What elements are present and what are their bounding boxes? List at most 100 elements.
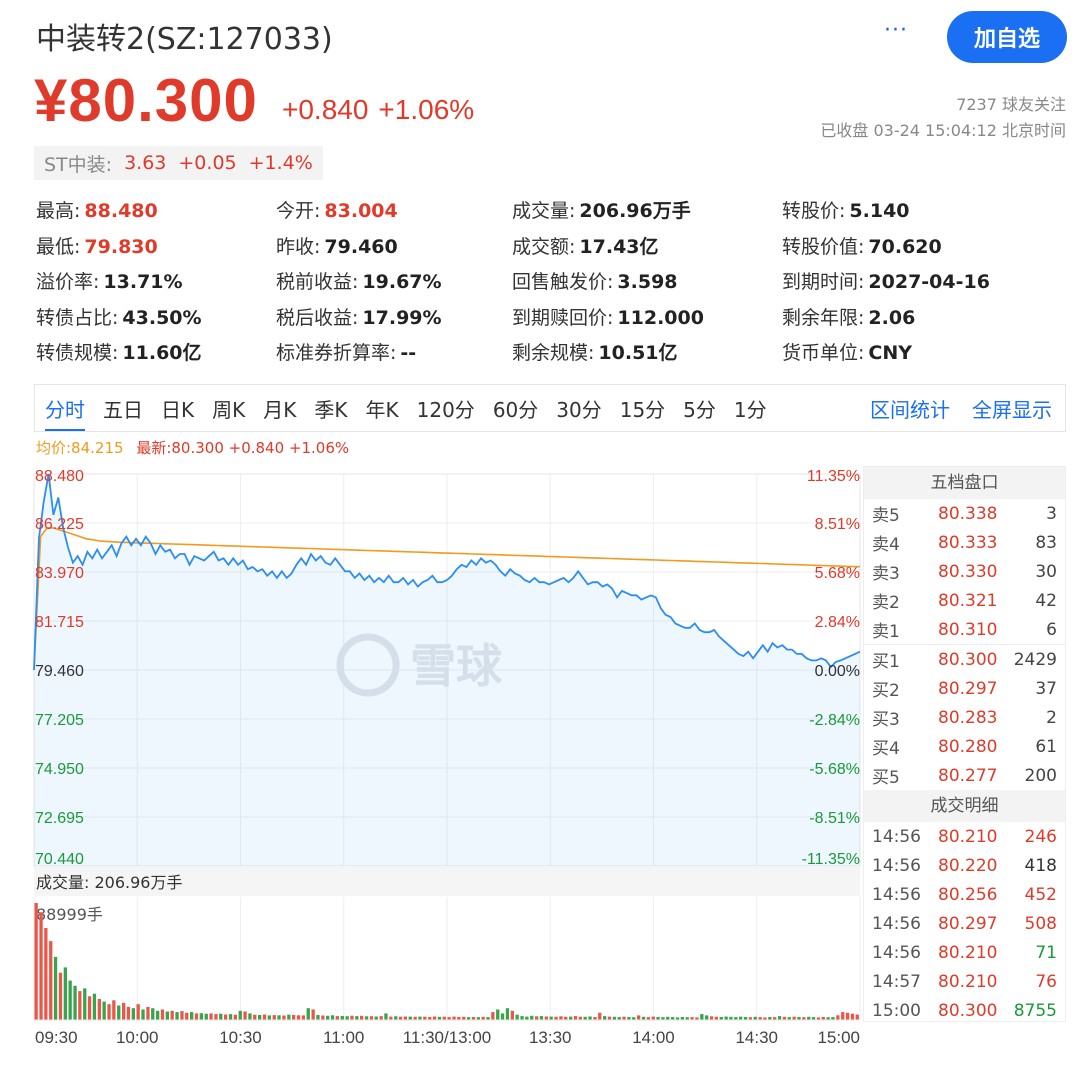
- volume-bar: [267, 1015, 271, 1020]
- deal-time: 14:57: [872, 971, 921, 992]
- volume-bar: [486, 1017, 490, 1020]
- volume-bar: [282, 1015, 286, 1020]
- volume-bar: [83, 988, 87, 1020]
- stat-item: 税前收益: 19.67%: [276, 267, 442, 294]
- volume-bar: [97, 999, 101, 1020]
- tab-4[interactable]: 月K: [263, 397, 297, 422]
- time-tick-label: 09:30: [35, 1028, 78, 1047]
- stat-item: 成交额: 17.43亿: [512, 232, 659, 259]
- volume-bar: [122, 1002, 126, 1020]
- tab-12[interactable]: 1分: [733, 397, 767, 422]
- order-book-row: 卖1 80.310 6: [864, 615, 1065, 644]
- more-options-icon[interactable]: ···: [884, 18, 908, 43]
- fullscreen-button[interactable]: 全屏显示: [972, 397, 1052, 422]
- deal-time: 14:56: [872, 884, 921, 905]
- tab-2[interactable]: 日K: [161, 397, 195, 422]
- volume-bar: [777, 1016, 782, 1020]
- tab-0[interactable]: 分时: [45, 385, 85, 431]
- tab-9[interactable]: 30分: [556, 397, 602, 422]
- deal-price: 80.210: [938, 942, 998, 963]
- range-stats-button[interactable]: 区间统计: [870, 397, 950, 422]
- chart-tabs: 分时 五日 日K 周K 月K 季K 年K 120分 60分 30分 15分 5分 1分 区间统计 全屏显…: [34, 384, 1066, 432]
- legend-avg: 均价:84.215: [36, 439, 124, 457]
- volume-bar: [559, 1016, 563, 1020]
- volume-bar: [326, 1015, 330, 1020]
- volume-bar: [117, 1005, 121, 1020]
- volume-bar: [753, 1016, 757, 1020]
- stat-item: 回售触发价: 3.598: [512, 267, 678, 294]
- tab-5[interactable]: 季K: [314, 397, 348, 422]
- stat-value: 79.830: [84, 236, 158, 258]
- stat-item: 剩余规模: 10.51亿: [512, 338, 678, 365]
- tab-6[interactable]: 年K: [365, 397, 399, 422]
- time-tick-label: 14:30: [735, 1028, 778, 1047]
- volume-bar: [423, 1016, 427, 1020]
- deals-title: 成交明细: [864, 790, 1065, 822]
- volume-bar: [729, 1016, 733, 1020]
- volume-bar: [233, 1014, 237, 1020]
- volume-bar: [301, 1015, 305, 1020]
- stat-value: 206.96万手: [579, 200, 691, 222]
- volume-bar: [335, 1016, 339, 1020]
- volume-bar: [432, 1016, 437, 1020]
- stat-item: 到期赎回价: 112.000: [512, 303, 704, 330]
- volume-bar: [151, 1008, 155, 1020]
- volume-bar: [345, 1016, 349, 1020]
- stat-item: 到期时间: 2027-04-16: [782, 267, 990, 294]
- volume-bar: [544, 1016, 548, 1020]
- order-book-row: 买5 80.277 200: [864, 761, 1065, 790]
- stat-item: 转股价: 5.140: [782, 196, 910, 223]
- stat-value: CNY: [868, 342, 913, 364]
- order-book-row: 买4 80.280 61: [864, 732, 1065, 761]
- volume-bar: [607, 1016, 612, 1020]
- volume-bar: [690, 1017, 694, 1020]
- deal-row: 15:00 80.300 8755: [864, 996, 1065, 1025]
- deal-price: 80.256: [938, 884, 998, 905]
- volume-bar: [374, 1016, 378, 1020]
- deal-time: 14:56: [872, 942, 921, 963]
- stat-label: 溢价率:: [36, 271, 100, 293]
- volume-bar: [661, 1017, 665, 1020]
- tab-7[interactable]: 120分: [416, 397, 475, 422]
- volume-bar: [685, 1017, 689, 1020]
- followers-count[interactable]: 7237 球友关注: [956, 95, 1066, 114]
- volume-bar: [525, 1016, 529, 1020]
- volume-bar: [39, 912, 43, 1020]
- tab-3[interactable]: 周K: [212, 397, 246, 422]
- volume-bar: [471, 1017, 476, 1020]
- volume-bar: [675, 1017, 680, 1020]
- tab-10[interactable]: 15分: [619, 397, 666, 422]
- stat-value: 112.000: [617, 307, 704, 329]
- deal-price: 80.210: [938, 826, 998, 847]
- volume-bar: [612, 1016, 616, 1020]
- tab-11[interactable]: 5分: [683, 397, 716, 422]
- volume-bar: [379, 1016, 383, 1020]
- order-book-qty: 37: [1035, 678, 1057, 699]
- volume-bar: [248, 1013, 252, 1020]
- change-value: +0.840: [282, 94, 369, 125]
- volume-bar: [773, 1017, 777, 1020]
- volume-bar: [739, 1016, 743, 1020]
- volume-bar: [491, 1012, 495, 1020]
- volume-bar: [758, 1017, 762, 1020]
- stat-label: 回售触发价:: [512, 271, 614, 293]
- tab-8[interactable]: 60分: [492, 397, 539, 422]
- underlying-stock-box[interactable]: ST中装: 3.63 +0.05 +1.4%: [34, 146, 323, 180]
- volume-bar: [204, 1013, 208, 1020]
- intraday-chart[interactable]: 雪球 88.480 11.35% 86.225 8.51% 83.970 5.68% 81.7…: [0, 460, 862, 1060]
- stat-label: 转股价:: [782, 200, 846, 222]
- order-book-label: 买4: [872, 739, 900, 759]
- volume-bar: [709, 1016, 714, 1020]
- current-price: ¥80.300: [34, 67, 258, 134]
- volume-bar: [705, 1015, 709, 1020]
- volume-bar: [841, 1012, 845, 1020]
- add-watchlist-button[interactable]: 加自选: [947, 11, 1067, 63]
- volume-bar: [49, 941, 53, 1020]
- tab-1[interactable]: 五日: [103, 397, 143, 422]
- order-book-price: 80.330: [938, 561, 998, 582]
- deal-price: 80.220: [938, 855, 998, 876]
- pct-tick-label: 8.51%: [815, 516, 860, 533]
- stat-value: 70.620: [868, 236, 942, 258]
- volume-bar: [598, 1012, 602, 1020]
- stat-item: 标准券折算率: --: [276, 338, 416, 365]
